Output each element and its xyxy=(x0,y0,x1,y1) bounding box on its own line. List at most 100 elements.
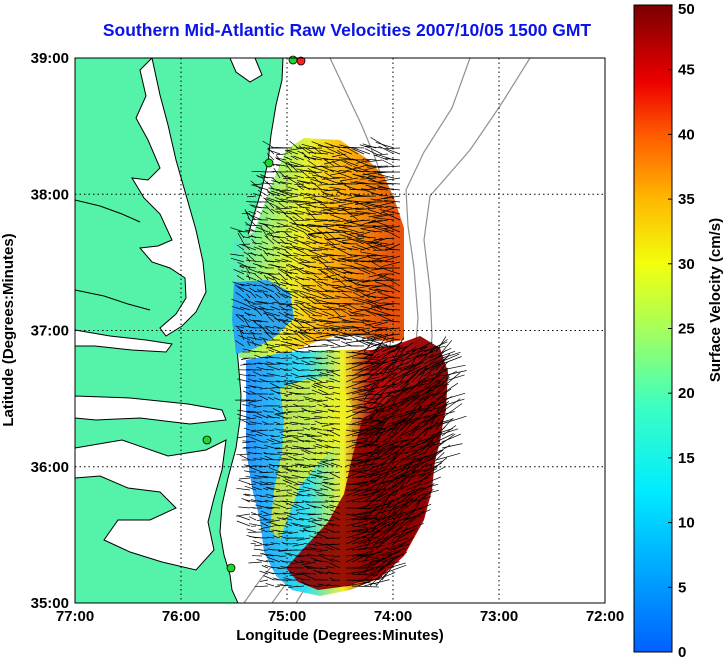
velocity-vector xyxy=(365,159,383,163)
velocity-vector xyxy=(293,524,299,527)
colorbar-tick-label: 10 xyxy=(678,515,695,532)
velocity-vector xyxy=(381,532,397,545)
velocity-vector xyxy=(384,200,401,203)
velocity-vector xyxy=(268,264,287,269)
velocity-vector xyxy=(298,277,311,281)
velocity-vector xyxy=(435,361,449,377)
velocity-vector xyxy=(242,236,251,239)
velocity-vector xyxy=(294,337,311,347)
velocity-vector xyxy=(294,503,305,509)
velocity-vector xyxy=(357,360,382,371)
velocity-vector xyxy=(373,225,395,233)
velocity-vector xyxy=(315,443,329,449)
velocity-vector xyxy=(283,212,293,221)
velocity-vector xyxy=(252,242,263,245)
velocity-vector xyxy=(329,302,347,305)
velocity-vector xyxy=(380,207,395,213)
velocity-vector xyxy=(284,379,293,383)
velocity-vector xyxy=(312,247,329,251)
velocity-vector xyxy=(330,269,347,281)
velocity-vector xyxy=(441,398,465,407)
velocity-vector xyxy=(435,444,451,455)
velocity-vector xyxy=(270,306,281,311)
velocity-vector xyxy=(296,435,305,438)
velocity-vector xyxy=(411,455,425,473)
velocity-vector xyxy=(363,376,386,389)
velocity-vector xyxy=(238,286,251,293)
velocity-vector xyxy=(256,319,269,323)
velocity-vector xyxy=(255,504,269,509)
velocity-vector xyxy=(254,301,269,305)
velocity-vector xyxy=(363,529,379,545)
velocity-vector xyxy=(411,367,427,383)
velocity-vector xyxy=(317,439,329,443)
velocity-vector xyxy=(294,219,311,222)
velocity-vector xyxy=(352,325,371,335)
velocity-vector xyxy=(321,351,329,353)
velocity-vector xyxy=(341,325,365,329)
velocity-vector xyxy=(399,527,417,539)
velocity-vector xyxy=(278,405,287,408)
velocity-vector xyxy=(274,413,287,419)
velocity-vector xyxy=(312,315,323,317)
velocity-vector xyxy=(357,463,378,467)
velocity-vector xyxy=(259,481,269,485)
x-tick-label: 73:00 xyxy=(480,608,518,625)
velocity-vector xyxy=(280,434,287,437)
velocity-vector xyxy=(252,193,263,197)
velocity-vector xyxy=(360,243,383,251)
velocity-vector xyxy=(363,402,382,413)
velocity-vector xyxy=(273,397,281,401)
velocity-vector xyxy=(302,548,317,551)
colorbar-tick-label: 35 xyxy=(678,191,695,208)
velocity-vector xyxy=(352,147,371,155)
velocity-vector xyxy=(344,200,365,203)
velocity-vector xyxy=(274,464,287,467)
velocity-vector xyxy=(399,350,415,365)
velocity-vector xyxy=(319,452,329,455)
velocity-vector xyxy=(381,387,410,395)
velocity-vector xyxy=(268,274,281,281)
velocity-vector xyxy=(324,159,335,167)
velocity-vector xyxy=(435,353,451,371)
velocity-vector xyxy=(247,342,251,347)
velocity-vector xyxy=(311,174,329,179)
velocity-vector xyxy=(341,292,353,299)
velocity-vector xyxy=(275,471,287,474)
velocity-vector xyxy=(360,188,377,191)
velocity-vector xyxy=(305,193,317,197)
velocity-vector xyxy=(343,275,359,287)
velocity-vector xyxy=(356,339,371,347)
velocity-vector xyxy=(316,470,323,473)
velocity-vector xyxy=(280,282,299,287)
velocity-vector xyxy=(278,549,287,552)
velocity-vector xyxy=(252,480,263,485)
velocity-vector xyxy=(339,255,359,260)
velocity-vector xyxy=(317,388,329,395)
velocity-vector xyxy=(254,585,269,588)
velocity-vector xyxy=(239,265,245,269)
velocity-vector xyxy=(304,398,311,401)
velocity-vector xyxy=(260,226,269,239)
velocity-vector xyxy=(242,440,257,443)
velocity-vector xyxy=(369,557,384,569)
velocity-vector xyxy=(285,523,293,527)
plot-frame xyxy=(74,57,606,604)
velocity-vector xyxy=(417,372,432,389)
velocity-vector xyxy=(248,319,257,323)
velocity-vector xyxy=(239,329,245,341)
velocity-vector xyxy=(350,265,371,275)
velocity-vector xyxy=(322,208,341,215)
velocity-vector xyxy=(435,416,446,431)
velocity-vector xyxy=(325,369,335,372)
velocity-vector xyxy=(344,160,359,167)
velocity-vector xyxy=(375,333,395,340)
velocity-vector xyxy=(345,405,373,410)
velocity-vector xyxy=(333,197,353,203)
velocity-vector xyxy=(369,492,388,503)
velocity-vector xyxy=(357,419,381,425)
velocity-vector xyxy=(337,172,353,179)
velocity-vector xyxy=(405,408,423,419)
velocity-vector xyxy=(324,471,335,474)
delaware-bay xyxy=(229,58,263,83)
